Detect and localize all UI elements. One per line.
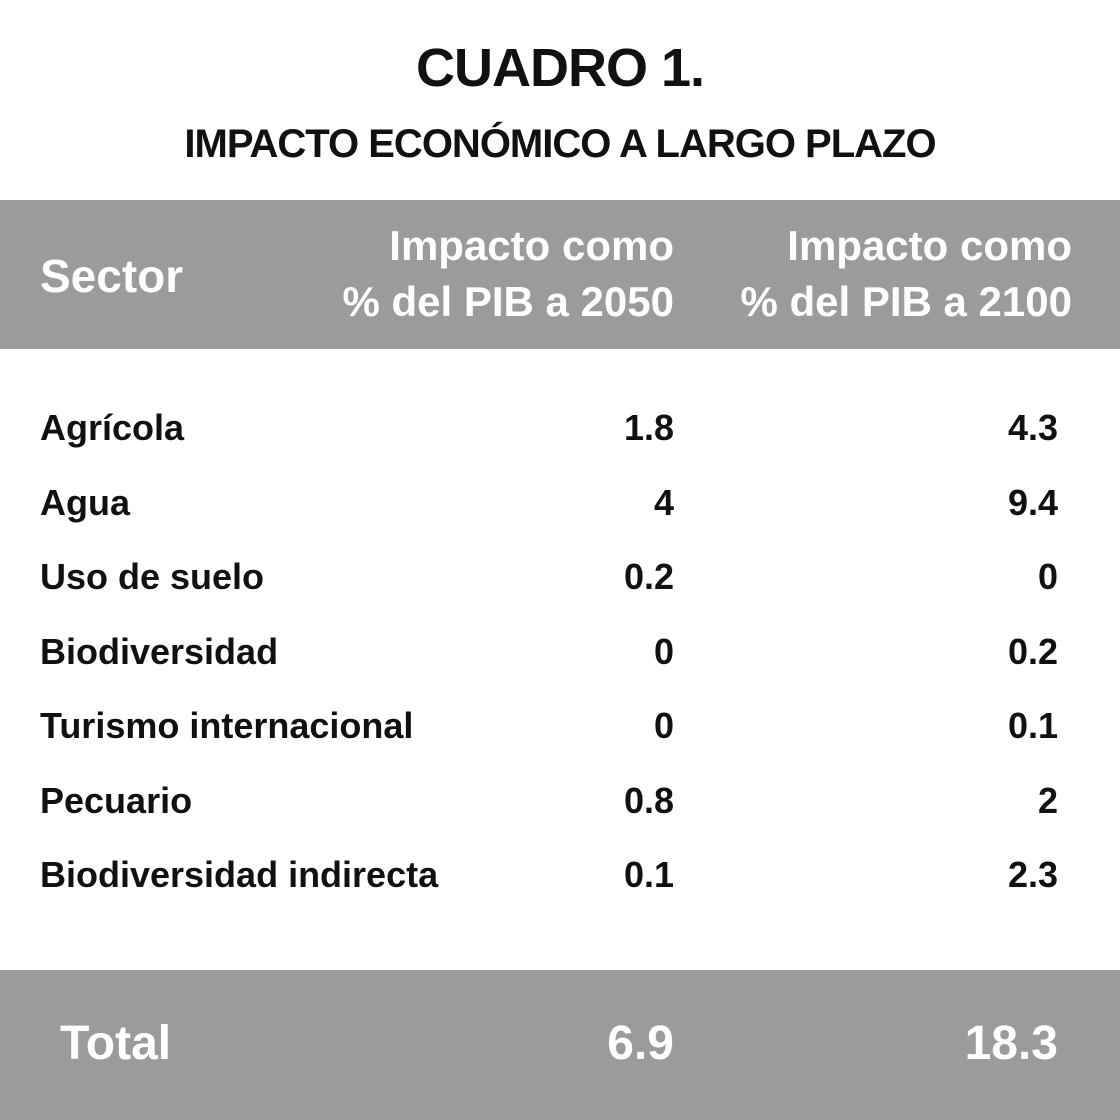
header-pib-2100: Impacto como % del PIB a 2100 xyxy=(740,218,1072,330)
sector-cell: Biodiversidad indirecta xyxy=(40,854,439,895)
header-pib-2050-line2: % del PIB a 2050 xyxy=(342,278,674,325)
header-pib-2100-line2: % del PIB a 2100 xyxy=(740,278,1072,325)
table-row: Agua 4 9.4 xyxy=(0,467,1120,542)
pib-2050-cell: 0.8 xyxy=(623,779,674,821)
pib-2050-cell: 0.2 xyxy=(623,556,674,597)
pib-2100-cell: 4.3 xyxy=(1007,407,1058,448)
pib-2050-cell: 0 xyxy=(653,630,674,672)
table-subtitle: IMPACTO ECONÓMICO A LARGO PLAZO xyxy=(184,122,936,166)
header-pib-2050-line1: Impacto como xyxy=(389,222,674,269)
sector-cell: Uso de suelo xyxy=(40,556,265,597)
total-pib-2100: 18.3 xyxy=(964,1017,1058,1070)
pib-2050-cell: 0.1 xyxy=(623,854,674,895)
header-pib-2100-line1: Impacto como xyxy=(787,222,1072,269)
table-row: Agrícola 1.8 4.3 xyxy=(0,392,1120,467)
table-title: CUADRO 1. xyxy=(415,38,705,98)
pib-2100-cell: 0.1 xyxy=(1007,705,1058,746)
pib-2100-cell: 9.4 xyxy=(1007,481,1058,523)
table-row: Biodiversidad 0 0.2 xyxy=(0,616,1120,691)
sector-cell: Turismo internacional xyxy=(40,705,414,746)
sector-cell: Biodiversidad xyxy=(40,630,279,672)
table-header: Sector Impacto como % del PIB a 2050 Imp… xyxy=(0,200,1120,349)
pib-2050-cell: 4 xyxy=(653,481,674,523)
total-row: Total 6.9 18.3 xyxy=(0,970,1120,1120)
sector-cell: Pecuario xyxy=(40,779,193,821)
header-pib-2050: Impacto como % del PIB a 2050 xyxy=(342,218,674,330)
sector-cell: Agua xyxy=(40,481,130,523)
pib-2100-cell: 0.2 xyxy=(1007,630,1058,672)
pib-2050-cell: 0 xyxy=(653,705,674,746)
pib-2100-cell: 2 xyxy=(1037,779,1058,821)
table-body: Agrícola 1.8 4.3 Agua 4 9.4 Uso de suelo… xyxy=(0,392,1120,914)
total-label: Total xyxy=(60,1017,172,1070)
sector-cell: Agrícola xyxy=(40,407,185,448)
pib-2100-cell: 0 xyxy=(1037,556,1058,597)
table-row: Turismo internacional 0 0.1 xyxy=(0,690,1120,765)
pib-2100-cell: 2.3 xyxy=(1007,854,1058,895)
table-row: Pecuario 0.8 2 xyxy=(0,765,1120,840)
header-sector: Sector xyxy=(40,250,184,302)
pib-2050-cell: 1.8 xyxy=(623,407,674,448)
total-pib-2050: 6.9 xyxy=(607,1017,674,1070)
table-row: Uso de suelo 0.2 0 xyxy=(0,541,1120,616)
table-row: Biodiversidad indirecta 0.1 2.3 xyxy=(0,839,1120,914)
